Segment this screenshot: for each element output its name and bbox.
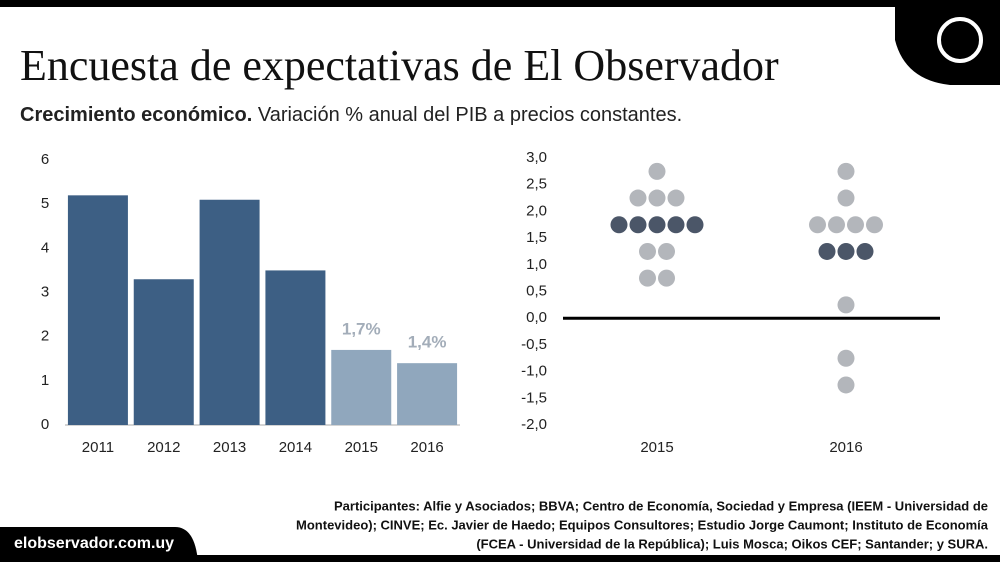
dot xyxy=(866,216,883,234)
y-tick-label: 1,5 xyxy=(526,229,547,246)
y-tick-label: -2,0 xyxy=(521,416,547,433)
value-label: 1,4% xyxy=(408,333,447,352)
dot xyxy=(658,242,675,260)
x-tick-label: 2015 xyxy=(345,439,378,456)
y-tick-label: 2,5 xyxy=(526,176,547,193)
subtitle-bold: Crecimiento económico. xyxy=(20,104,252,126)
dot xyxy=(648,162,666,180)
dot xyxy=(847,216,864,234)
y-tick-label: 1 xyxy=(41,372,49,389)
dot xyxy=(837,349,855,367)
x-tick-label: 2014 xyxy=(279,439,312,456)
dot xyxy=(809,216,826,234)
x-tick-label: 2012 xyxy=(147,439,180,456)
y-tick-label: 0 xyxy=(41,416,49,433)
x-tick-label: 2016 xyxy=(410,439,443,456)
dot xyxy=(629,189,647,207)
dot xyxy=(648,189,666,207)
dot xyxy=(837,376,855,394)
y-tick-label: 2,0 xyxy=(526,202,547,219)
y-tick-label: 0,0 xyxy=(526,309,547,326)
logo xyxy=(937,17,983,63)
x-tick-label: 2013 xyxy=(213,439,246,456)
y-tick-label: 5 xyxy=(41,195,49,212)
subtitle: Crecimiento económico. Variación % anual… xyxy=(20,104,682,126)
dot xyxy=(667,216,685,234)
y-tick-label: 6 xyxy=(41,151,49,168)
title: Encuesta de expectativas de El Observado… xyxy=(20,41,779,90)
bar xyxy=(397,363,458,425)
logo-wedge xyxy=(895,0,1000,85)
bar xyxy=(67,195,128,425)
dot xyxy=(686,216,704,234)
dot xyxy=(837,242,855,260)
y-tick-label: -1,5 xyxy=(521,389,547,406)
dot xyxy=(639,269,656,287)
dot xyxy=(837,296,855,314)
dot xyxy=(837,189,855,207)
bar xyxy=(331,349,392,425)
bar xyxy=(199,199,260,425)
dot xyxy=(856,242,874,260)
top-bar xyxy=(0,0,1000,7)
site: elobservador.com.uy xyxy=(14,535,174,552)
y-tick-label: 3,0 xyxy=(526,149,547,166)
x-tick-label: 2015 xyxy=(640,439,673,456)
value-label: 1,7% xyxy=(342,319,381,338)
y-tick-label: 0,5 xyxy=(526,282,547,299)
dot xyxy=(639,242,656,260)
bar xyxy=(265,270,326,425)
dot xyxy=(610,216,628,234)
y-tick-label: 2 xyxy=(41,328,49,345)
participants-line: (FCEA - Universidad de la República); Lu… xyxy=(476,536,988,551)
y-tick-label: -0,5 xyxy=(521,336,547,353)
bar xyxy=(133,279,194,425)
participants-line: Participantes: Alfie y Asociados; BBVA; … xyxy=(334,498,988,513)
dot xyxy=(667,189,685,207)
dot xyxy=(828,216,845,234)
y-tick-label: -1,0 xyxy=(521,363,547,380)
y-tick-label: 1,0 xyxy=(526,256,547,273)
dot xyxy=(837,162,855,180)
site-tab xyxy=(0,527,198,562)
y-tick-label: 4 xyxy=(41,239,49,256)
participants-line: Montevideo); CINVE; Ec. Javier de Haedo;… xyxy=(296,517,989,532)
x-tick-label: 2016 xyxy=(829,439,862,456)
dot xyxy=(648,216,666,234)
subtitle-text: Variación % anual del PIB a precios cons… xyxy=(258,104,682,126)
dot xyxy=(629,216,647,234)
dot xyxy=(818,242,836,260)
dot xyxy=(658,269,675,287)
bottom-bar xyxy=(0,555,1000,562)
x-tick-label: 2011 xyxy=(82,439,114,456)
y-tick-label: 3 xyxy=(41,283,49,300)
